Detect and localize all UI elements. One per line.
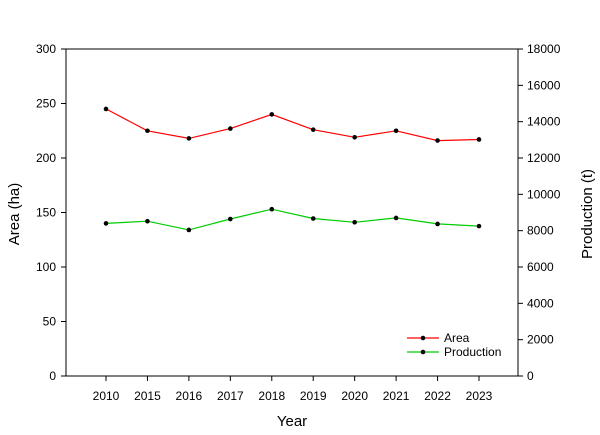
x-tick-label: 2021: [383, 389, 410, 403]
area-data-point: [352, 134, 357, 140]
area-data-point: [103, 106, 109, 112]
production-data-point: [435, 221, 440, 227]
x-tick-label: 2019: [300, 389, 327, 403]
x-tick-label: 2010: [93, 389, 120, 403]
x-tick-label: 2015: [134, 389, 161, 403]
x-axis: 2010 2015 2016 2017 2018 2019 2020 2021 2022 2023: [93, 376, 493, 403]
series-layer: [103, 106, 482, 233]
y2-tick-label: 6000: [527, 260, 554, 274]
production-data-point: [228, 216, 233, 222]
y2-tick-label: 16000: [527, 78, 561, 92]
y2-tick-label: 8000: [527, 224, 554, 238]
area-data-point: [310, 127, 316, 132]
y-axis-title: Area (ha): [6, 183, 23, 246]
area-data-point: [145, 128, 150, 134]
y-tick-label: 100: [36, 260, 56, 274]
x-tick-label: 2023: [466, 389, 493, 403]
area-data-point: [393, 128, 399, 134]
y2-tick-label: 10000: [527, 187, 561, 201]
production-series-line: [105, 208, 480, 231]
x-tick-label: 2018: [258, 389, 285, 403]
y2-tick-label: 14000: [527, 115, 561, 129]
production-data-point: [352, 220, 357, 225]
production-data-point: [393, 215, 399, 221]
y-tick-label: 150: [36, 206, 56, 220]
area-data-point: [476, 137, 482, 142]
x-tick-label: 2022: [424, 389, 451, 403]
area-data-point: [269, 112, 275, 117]
legend-production-marker: [420, 349, 426, 355]
area-data-point: [435, 138, 440, 143]
legend-area-marker: [420, 335, 426, 341]
y-axis-left: 0 50 100 150 200 250 300: [36, 42, 66, 383]
area-data-point: [228, 126, 233, 131]
plot-area-frame: [65, 48, 519, 377]
x-axis-title: Year: [277, 413, 307, 430]
y2-tick-label: 0: [527, 369, 534, 383]
production-data-point: [186, 227, 192, 233]
y-tick-label: 0: [49, 369, 56, 383]
area-data-point: [186, 136, 192, 141]
x-tick-label: 2020: [341, 389, 368, 403]
legend-area-label: Area: [444, 331, 470, 345]
y2-axis-title: Production (t): [579, 169, 596, 259]
y-tick-label: 250: [36, 97, 56, 111]
production-data-point: [476, 223, 482, 229]
y-tick-label: 200: [36, 151, 56, 165]
y2-tick-label: 2000: [527, 333, 554, 347]
production-data-point: [103, 221, 109, 226]
y2-tick-label: 18000: [527, 42, 561, 56]
y-tick-label: 300: [36, 42, 56, 56]
y2-tick-label: 12000: [527, 151, 561, 165]
production-data-point: [145, 218, 150, 224]
x-tick-label: 2017: [217, 389, 244, 403]
production-data-point: [310, 216, 316, 221]
x-tick-label: 2016: [176, 389, 203, 403]
area-series-line: [105, 108, 480, 142]
legend-production-label: Production: [444, 345, 501, 359]
y-tick-label: 50: [43, 315, 57, 329]
y-axis-right: 0 2000 4000 6000 8000 10000 12000 14000 16000 180…: [518, 42, 561, 383]
y2-tick-label: 4000: [527, 296, 554, 310]
production-data-point: [269, 206, 275, 212]
